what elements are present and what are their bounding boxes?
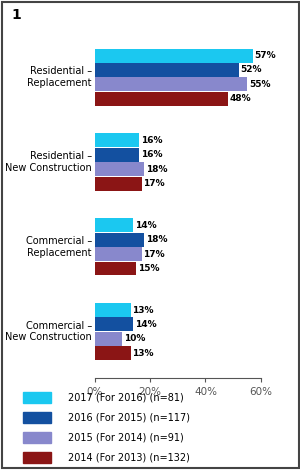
Bar xyxy=(2,2,31,28)
Text: 16%: 16% xyxy=(141,150,162,159)
Bar xyxy=(23,452,52,463)
Text: 52%: 52% xyxy=(241,65,262,75)
Text: 2017 (For 2016) (n=81): 2017 (For 2016) (n=81) xyxy=(68,393,184,403)
Bar xyxy=(94,346,130,360)
Text: 17%: 17% xyxy=(143,250,165,259)
Bar xyxy=(94,92,228,106)
Bar xyxy=(94,162,145,176)
Text: 18%: 18% xyxy=(146,235,168,244)
Text: 14%: 14% xyxy=(135,221,157,230)
Bar xyxy=(94,218,133,232)
Bar xyxy=(94,148,139,162)
Text: Share of Previous Year’s Sales by Type: Share of Previous Year’s Sales by Type xyxy=(42,9,300,22)
Text: 2015 (For 2014) (n=91): 2015 (For 2014) (n=91) xyxy=(68,433,184,443)
Text: 17%: 17% xyxy=(143,179,165,188)
Text: 13%: 13% xyxy=(132,349,154,358)
Bar xyxy=(23,412,52,423)
Bar xyxy=(94,63,239,77)
Text: Residential –
New Construction: Residential – New Construction xyxy=(5,151,92,173)
Bar xyxy=(94,318,133,331)
Text: Residential –
Replacement: Residential – Replacement xyxy=(27,66,92,88)
Bar xyxy=(94,78,247,91)
Text: 55%: 55% xyxy=(249,80,270,89)
Text: 16%: 16% xyxy=(141,136,162,145)
Bar xyxy=(94,247,142,261)
Bar xyxy=(94,233,145,247)
Bar xyxy=(94,177,142,191)
Text: 2014 (For 2013) (n=132): 2014 (For 2013) (n=132) xyxy=(68,453,190,462)
Bar xyxy=(94,261,136,275)
Text: 57%: 57% xyxy=(254,51,276,60)
Text: 15%: 15% xyxy=(138,264,159,273)
Bar xyxy=(94,332,122,346)
Text: 1: 1 xyxy=(12,8,22,22)
Text: 48%: 48% xyxy=(230,94,251,103)
Bar xyxy=(94,48,253,63)
Text: 10%: 10% xyxy=(124,334,145,344)
Text: 13%: 13% xyxy=(132,306,154,314)
Bar xyxy=(94,133,139,148)
Text: 14%: 14% xyxy=(135,320,157,329)
Text: Commercial –
New Construction: Commercial – New Construction xyxy=(5,321,92,343)
Bar xyxy=(94,303,130,317)
Text: 18%: 18% xyxy=(146,165,168,174)
Bar xyxy=(23,432,52,443)
Text: 2016 (For 2015) (n=117): 2016 (For 2015) (n=117) xyxy=(68,413,190,423)
Text: Commercial –
Replacement: Commercial – Replacement xyxy=(26,236,92,258)
Bar xyxy=(23,392,52,403)
